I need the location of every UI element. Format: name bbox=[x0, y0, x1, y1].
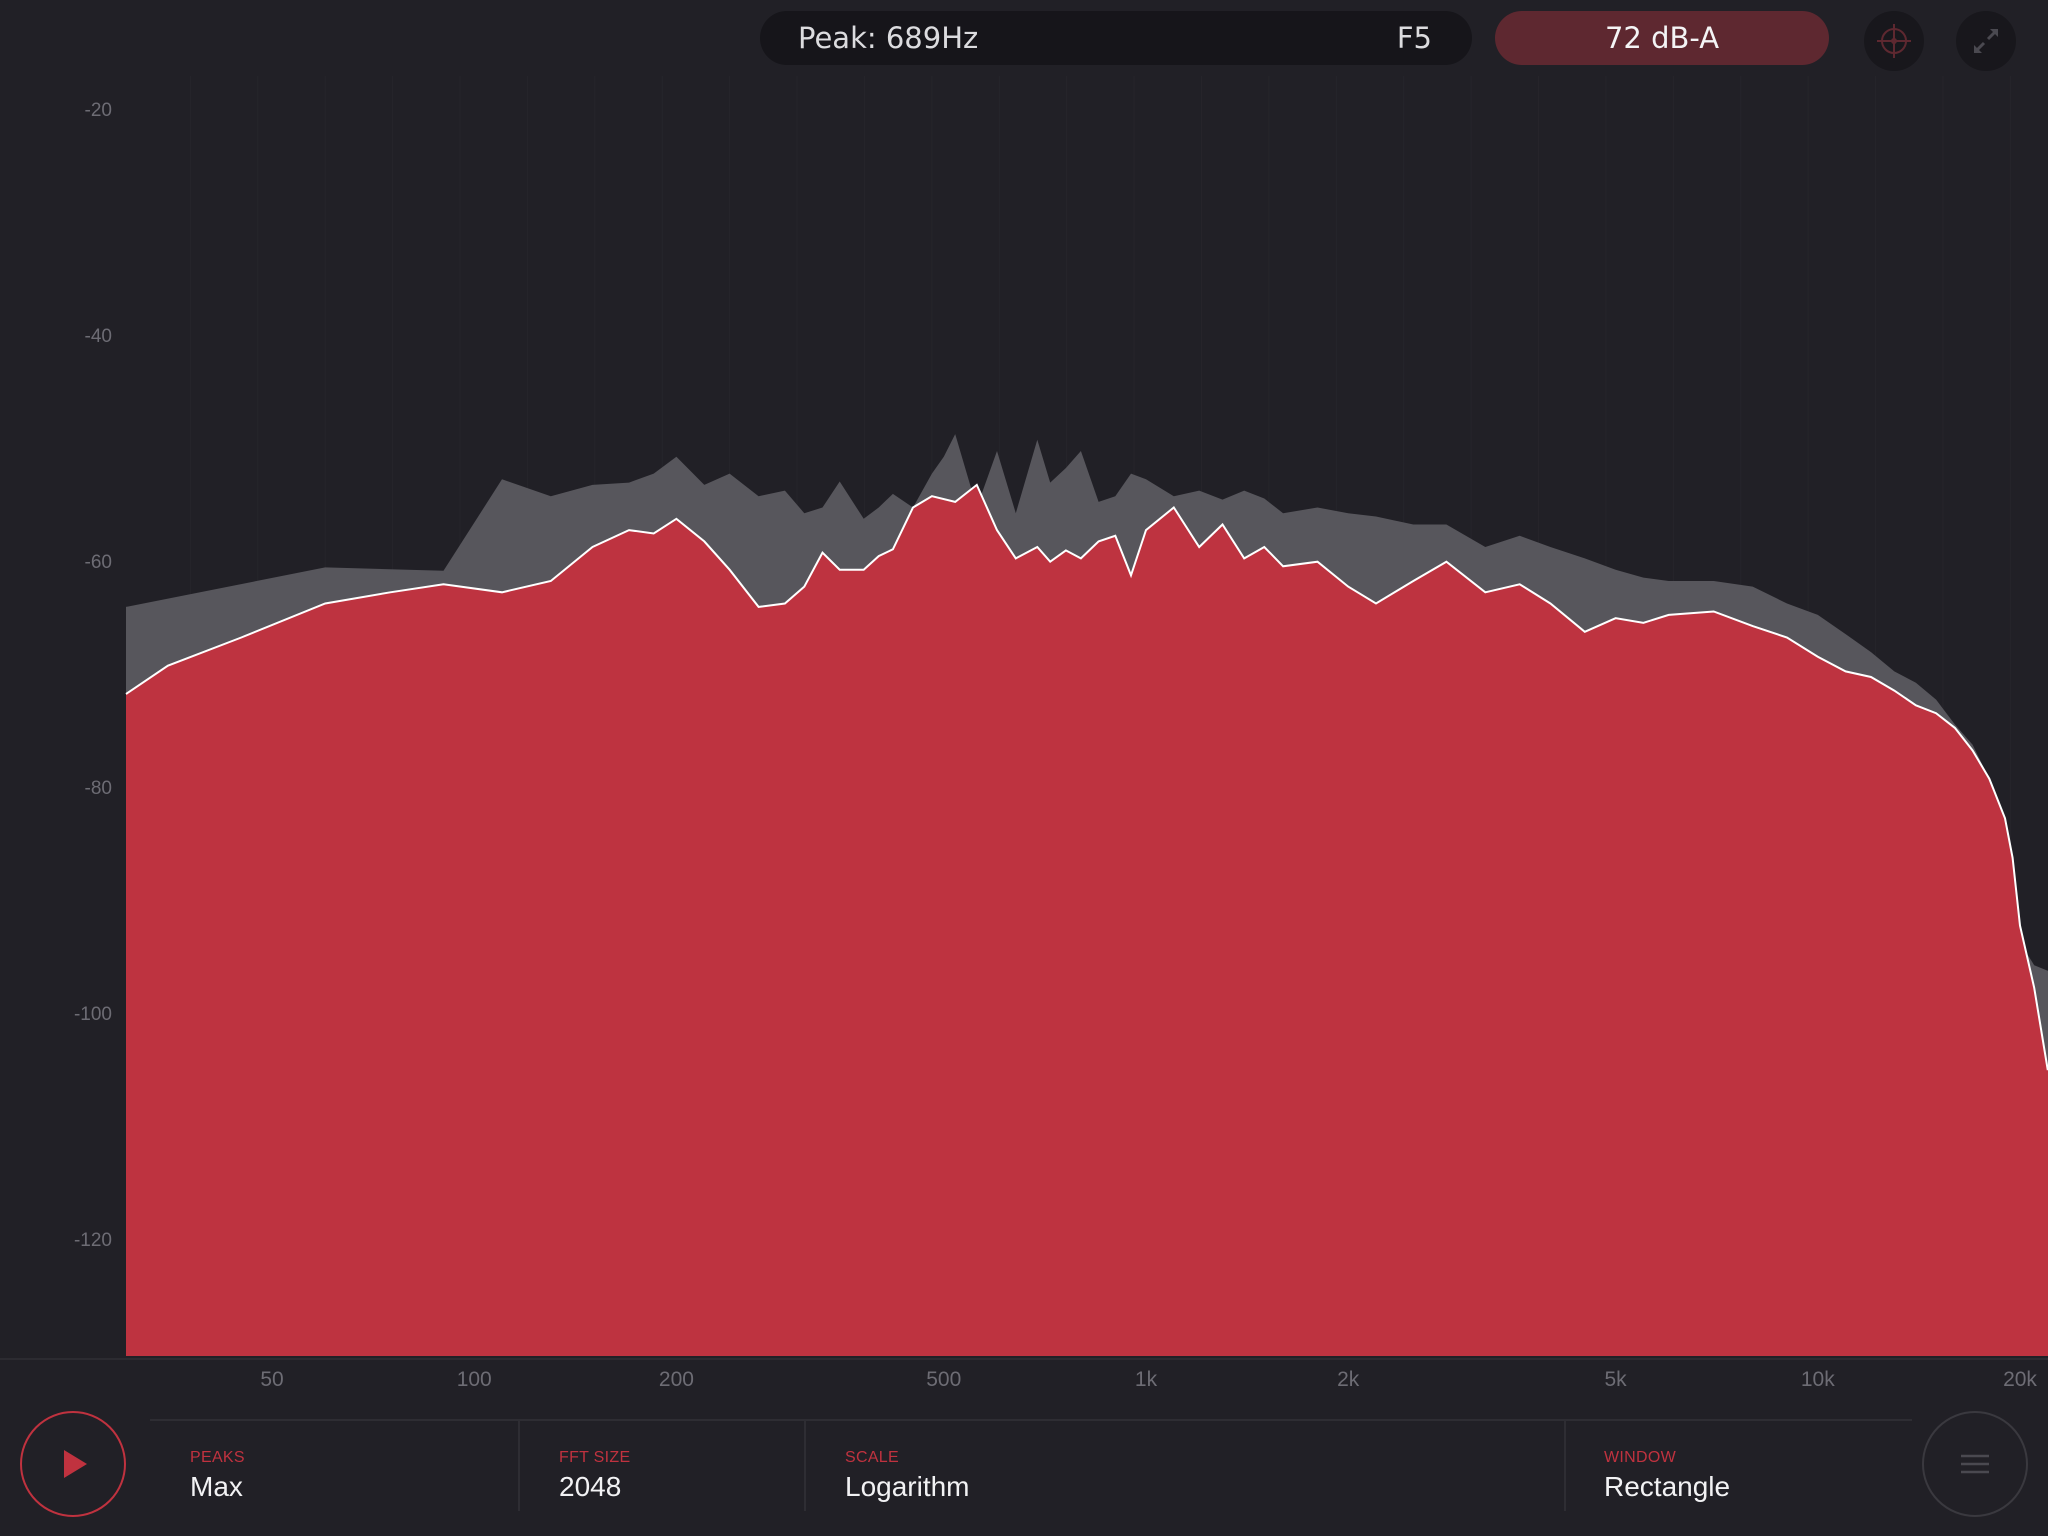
bottom-bar: PEAKS Max FFT SIZE 2048 SCALE Logarithm … bbox=[0, 1405, 2048, 1536]
y-tick-label: -120 bbox=[73, 1230, 112, 1251]
peaks-setting[interactable]: PEAKS Max bbox=[190, 1419, 510, 1511]
top-bar: Peak: 689Hz F5 72 dB-A bbox=[0, 0, 2048, 76]
fft-size-value: 2048 bbox=[559, 1471, 622, 1502]
window-label: WINDOW bbox=[1604, 1449, 1677, 1466]
y-tick-label: -60 bbox=[84, 552, 112, 573]
window-value: Rectangle bbox=[1604, 1471, 1731, 1502]
peak-note-label: F5 bbox=[1396, 21, 1432, 55]
x-tick-label: 5k bbox=[1604, 1368, 1627, 1391]
spectrum-plot[interactable]: -20 -40 -60 -80 -100 -120 bbox=[0, 76, 2048, 1358]
fullscreen-button[interactable] bbox=[1956, 11, 2016, 71]
crosshair-icon bbox=[1877, 24, 1911, 58]
fullscreen-icon bbox=[1974, 29, 1998, 53]
level-label: 72 dB-A bbox=[1604, 21, 1720, 55]
x-tick-label: 20k bbox=[2003, 1368, 2037, 1391]
fft-size-setting[interactable]: FFT SIZE 2048 bbox=[559, 1419, 799, 1511]
y-tick-label: -20 bbox=[84, 100, 112, 121]
window-setting[interactable]: WINDOW Rectangle bbox=[1604, 1419, 1904, 1511]
spectrum-chart[interactable] bbox=[0, 76, 2048, 1358]
fft-size-label: FFT SIZE bbox=[559, 1449, 631, 1466]
peak-frequency-label: Peak: 689Hz bbox=[798, 21, 979, 55]
scale-label: SCALE bbox=[845, 1449, 899, 1466]
x-tick-label: 10k bbox=[1800, 1368, 1835, 1391]
x-axis: 50 100 200 500 1k 2k 5k 10k 20k bbox=[0, 1358, 2048, 1420]
play-button[interactable] bbox=[20, 1411, 126, 1517]
menu-icon bbox=[1961, 1454, 1989, 1474]
peaks-value: Max bbox=[190, 1471, 243, 1502]
peaks-label: PEAKS bbox=[190, 1449, 245, 1466]
y-tick-label: -100 bbox=[73, 1004, 112, 1025]
peak-readout: Peak: 689Hz F5 bbox=[760, 11, 1472, 65]
separator bbox=[804, 1419, 806, 1511]
spectrum-line bbox=[125, 483, 2048, 1071]
x-tick-label: 200 bbox=[658, 1368, 694, 1391]
x-tick-label: 50 bbox=[260, 1368, 284, 1391]
x-tick-label: 100 bbox=[456, 1368, 492, 1391]
level-readout-button[interactable]: 72 dB-A bbox=[1495, 11, 1829, 65]
x-tick-label: 1k bbox=[1134, 1368, 1158, 1391]
crosshair-button[interactable] bbox=[1864, 11, 1924, 71]
separator bbox=[1564, 1419, 1566, 1511]
scale-setting[interactable]: SCALE Logarithm bbox=[845, 1419, 1145, 1511]
settings-divider bbox=[150, 1419, 1912, 1421]
spectrum-area bbox=[126, 484, 2048, 1356]
separator bbox=[518, 1419, 520, 1511]
y-tick-label: -40 bbox=[84, 326, 112, 347]
x-tick-label: 2k bbox=[1337, 1368, 1360, 1391]
play-icon bbox=[64, 1450, 87, 1478]
y-tick-label: -80 bbox=[84, 778, 112, 799]
menu-button[interactable] bbox=[1922, 1411, 2028, 1517]
x-tick-label: 500 bbox=[926, 1368, 962, 1391]
scale-value: Logarithm bbox=[845, 1471, 970, 1502]
